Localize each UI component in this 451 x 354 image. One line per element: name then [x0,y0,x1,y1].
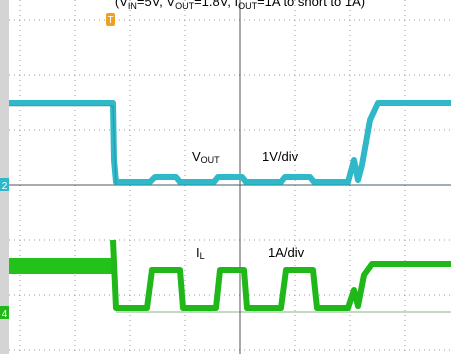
side-strip [0,0,9,354]
channel-label-main: V [192,149,201,164]
channel-label-main: I [196,245,200,260]
title-sub: OUT [175,1,195,11]
channel-marker [0,306,9,319]
channel-marker-label: 4 [2,309,8,320]
channel-scale: 1V/div [262,149,299,164]
title-part: =1A to short to 1A) [257,0,365,9]
vout-waveform [9,100,451,185]
channel-label-sub: OUT [201,155,221,165]
trigger-label: T [107,15,113,26]
trigger-marker [106,13,115,26]
channel-label: VOUT [192,149,220,165]
channel-label: IL [196,245,205,261]
il-waveform [110,239,451,311]
title-sub: IN [128,1,137,11]
title-part: =1.8V, I [194,0,238,9]
channel-marker-label: 2 [2,181,8,192]
channel-scale: 1A/div [268,245,305,260]
title-part: =5V, V [137,0,176,9]
title: (VIN=5V, VOUT=1.8V, IOUT=1A to short to … [115,0,365,11]
vout-waveform-edge [9,105,451,186]
title-sub: OUT [238,1,258,11]
channel-marker [0,178,9,191]
title-part: (V [115,0,128,9]
grid [9,0,451,354]
channel-label-sub: L [200,251,205,261]
